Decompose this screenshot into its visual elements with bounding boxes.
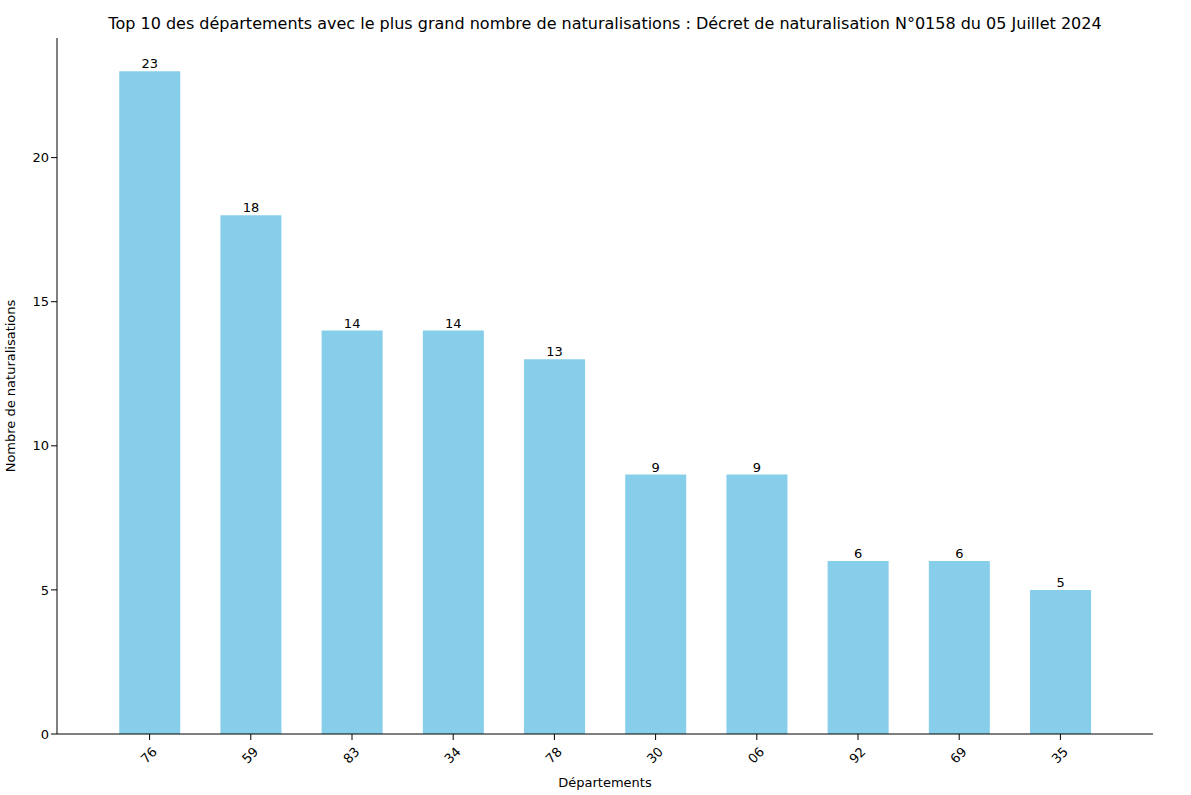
svg-text:69: 69 bbox=[947, 744, 969, 766]
svg-text:13: 13 bbox=[546, 344, 563, 359]
html-text:Top 10 des départements avec l: Top 10 des départements avec le plus gra… bbox=[108, 14, 1102, 33]
svg-text:59: 59 bbox=[239, 744, 261, 766]
svg-text:Nombre de naturalisations: Nombre de naturalisations bbox=[8, 299, 18, 472]
svg-text:15: 15 bbox=[32, 294, 49, 309]
svg-text:10: 10 bbox=[32, 438, 49, 453]
svg-text:14: 14 bbox=[445, 316, 462, 331]
svg-text:6: 6 bbox=[854, 546, 862, 561]
svg-text:6: 6 bbox=[955, 546, 963, 561]
svg-text:30: 30 bbox=[644, 744, 666, 766]
svg-text:5: 5 bbox=[41, 583, 49, 598]
svg-text:76: 76 bbox=[138, 744, 160, 766]
svg-text:34: 34 bbox=[441, 744, 463, 766]
svg-text:9: 9 bbox=[652, 460, 660, 475]
svg-text:83: 83 bbox=[340, 744, 362, 766]
svg-text:78: 78 bbox=[543, 744, 565, 766]
svg-text:18: 18 bbox=[243, 200, 260, 215]
svg-text:5: 5 bbox=[1056, 575, 1064, 590]
svg-text:Départements: Départements bbox=[558, 775, 652, 790]
svg-text:14: 14 bbox=[344, 316, 361, 331]
svg-text:35: 35 bbox=[1049, 744, 1071, 766]
svg-text:9: 9 bbox=[753, 460, 761, 475]
svg-text:92: 92 bbox=[846, 744, 868, 766]
svg-text:23: 23 bbox=[141, 56, 158, 71]
svg-text:20: 20 bbox=[32, 150, 49, 165]
svg-text:0: 0 bbox=[41, 727, 49, 742]
svg-text:06: 06 bbox=[745, 744, 767, 766]
